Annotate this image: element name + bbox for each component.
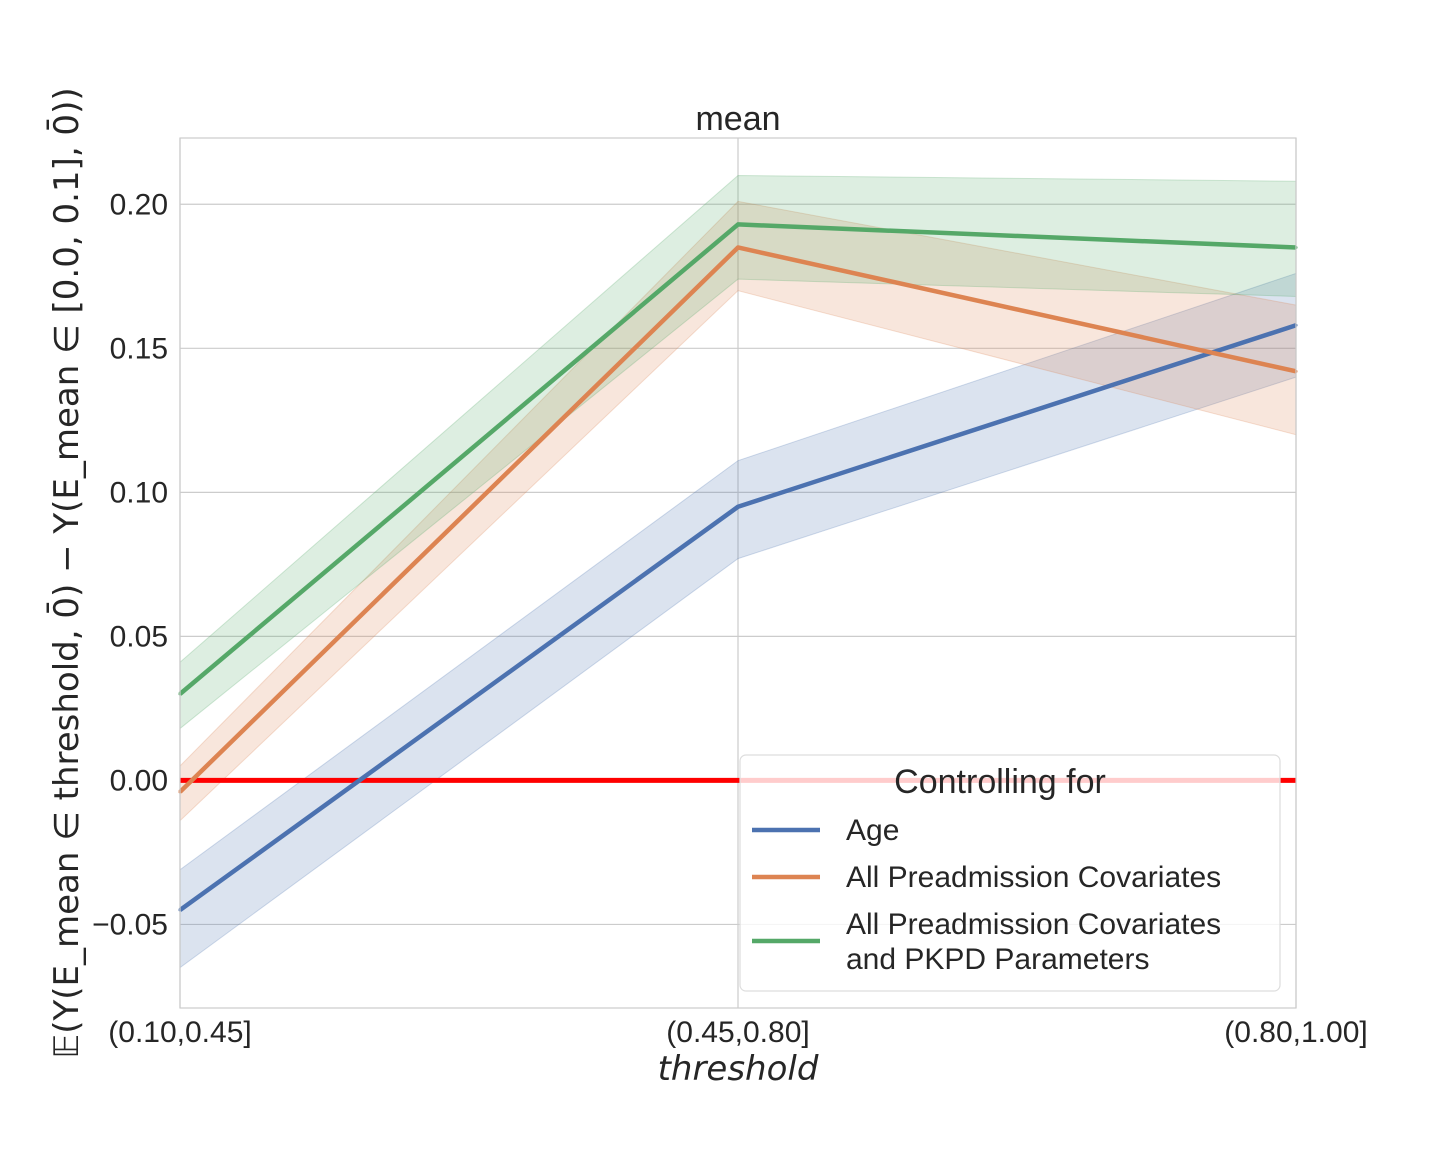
- data-point: [736, 245, 740, 249]
- data-point: [736, 222, 740, 226]
- data-point: [736, 505, 740, 509]
- legend-entry: All Preadmission Covariates: [846, 861, 1221, 894]
- y-tick-label: 0.05: [110, 620, 168, 653]
- y-tick-label: 0.10: [110, 476, 168, 509]
- legend-entry: Age: [846, 814, 899, 847]
- x-axis-label: threshold: [658, 1049, 819, 1089]
- chart-title: mean: [695, 100, 780, 138]
- legend: Controlling for Age All Preadmission Covar…: [739, 754, 1281, 992]
- y-tick-labels: −0.05 0.00 0.05 0.10 0.15 0.20: [92, 188, 168, 941]
- legend-entry: All Preadmission Covariates and PKPD Para…: [846, 908, 1221, 976]
- legend-title: Controlling for: [894, 763, 1106, 801]
- x-tick-label: (0.10,0.45]: [108, 1016, 251, 1049]
- y-tick-label: 0.20: [110, 188, 168, 221]
- y-axis-label: 𝔼(Y(E_mean ∈ threshold, 0̄) − Y(E_mean ∈…: [46, 87, 87, 1058]
- x-tick-label: (0.45,0.80]: [666, 1016, 809, 1049]
- y-tick-label: 0.15: [110, 332, 168, 365]
- x-tick-labels: (0.10,0.45] (0.45,0.80] (0.80,1.00]: [108, 1016, 1367, 1049]
- y-tick-label: −0.05: [92, 908, 168, 941]
- y-tick-label: 0.00: [110, 764, 168, 797]
- series-lines: [178, 222, 1298, 912]
- x-tick-label: (0.80,1.00]: [1224, 1016, 1367, 1049]
- legend-box: [739, 754, 1281, 992]
- plot-frame: [179, 137, 1297, 1009]
